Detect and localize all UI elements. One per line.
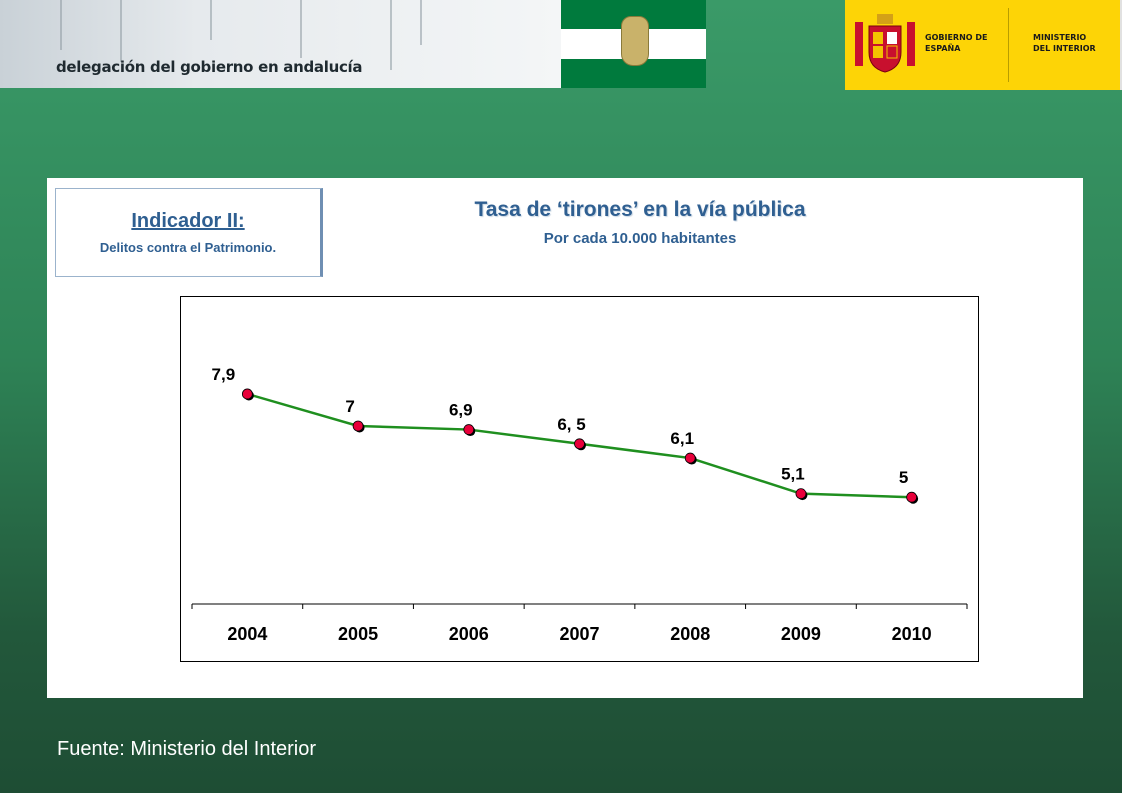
data-label: 5,1 — [781, 465, 805, 484]
x-tick-label: 2009 — [781, 624, 821, 644]
architecture-decoration — [120, 0, 122, 62]
data-point — [463, 424, 475, 435]
architecture-decoration — [420, 0, 422, 45]
data-label: 6,9 — [449, 401, 473, 420]
andalucia-seal-icon — [621, 16, 649, 66]
architecture-decoration — [300, 0, 302, 58]
data-label: 5 — [899, 468, 908, 487]
org-title: delegación del gobierno en andalucía — [56, 58, 363, 76]
line-chart: 2004 2005 2006 2007 2008 2009 2010 7,9 7 6,9 6, 5 6… — [180, 296, 979, 662]
indicator-subtitle: Delitos contra el Patrimonio. — [99, 240, 277, 255]
logo-divider — [1008, 8, 1009, 82]
source-note: Fuente: Ministerio del Interior — [57, 738, 317, 760]
indicator-box: Indicador II: Delitos contra el Patrimon… — [55, 188, 323, 277]
x-tick-label: 2004 — [227, 624, 267, 644]
x-tick-label: 2010 — [892, 624, 932, 644]
chart-title: Tasa de ‘tirones’ en la vía pública — [474, 198, 806, 221]
x-tick-label: 2006 — [449, 624, 489, 644]
architecture-decoration — [60, 0, 62, 50]
ministry-label: MINISTERIO DEL INTERIOR — [1033, 33, 1096, 53]
data-label: 7 — [345, 397, 354, 416]
x-tick-label: 2008 — [670, 624, 710, 644]
data-point — [795, 488, 807, 500]
gobierno-espana-logo: GOBIERNO DE ESPAÑA MINISTERIO DEL INTERI… — [845, 0, 1122, 90]
architecture-decoration — [210, 0, 212, 40]
data-label: 6,1 — [670, 429, 694, 448]
data-point — [684, 452, 696, 464]
x-tick-label: 2005 — [338, 624, 378, 644]
architecture-decoration — [390, 0, 392, 70]
chart-subtitle: Por cada 10.000 habitantes — [543, 230, 737, 247]
andalucia-flag — [561, 0, 706, 88]
data-point — [574, 438, 585, 450]
indicator-title: Indicador II: — [131, 210, 245, 232]
data-label: 7,9 — [212, 365, 236, 384]
data-point — [352, 420, 364, 432]
gov-label: GOBIERNO DE ESPAÑA — [925, 33, 988, 53]
spain-coat-of-arms-icon — [855, 14, 915, 73]
data-label: 6, 5 — [557, 415, 585, 434]
content-panel: Indicador II: Delitos contra el Patrimon… — [47, 178, 1083, 698]
x-tick-label: 2007 — [559, 624, 599, 644]
data-point — [906, 491, 918, 503]
header-banner-left: delegación del gobierno en andalucía — [0, 0, 562, 88]
line-chart-svg: 2004 2005 2006 2007 2008 2009 2010 7,9 7 6,9 6, 5 6… — [191, 365, 968, 644]
data-point — [241, 388, 253, 400]
